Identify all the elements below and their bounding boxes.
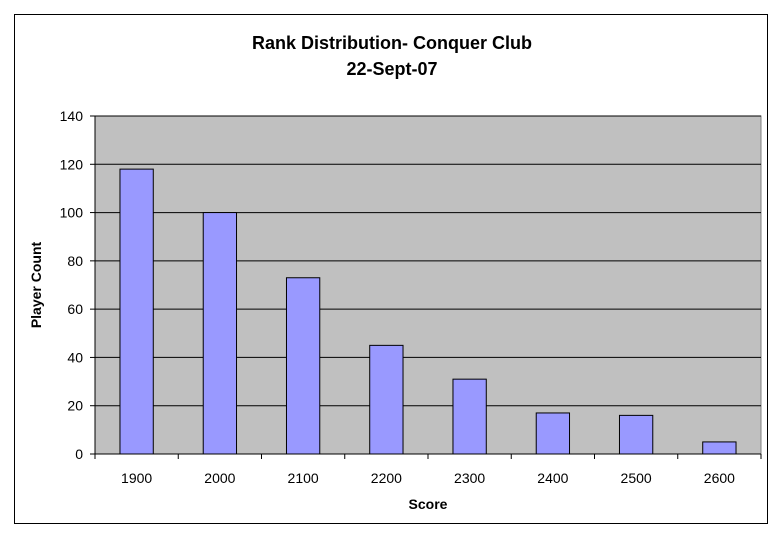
x-tick-label: 2200 (371, 470, 402, 486)
x-tick-label: 2000 (204, 470, 235, 486)
y-tick-label: 20 (67, 398, 83, 414)
x-tick-label: 2600 (704, 470, 735, 486)
plot-area: 0 20 40 60 80 100 120 140 1900 2000 2100 2200 2300 24… (60, 108, 762, 486)
x-tick-label: 2300 (454, 470, 485, 486)
bar-2600 (702, 441, 737, 455)
y-tick-label: 0 (75, 446, 83, 462)
chart-subtitle: 22-Sept-07 (346, 59, 437, 79)
plot-background (94, 115, 762, 455)
bar-2500 (618, 414, 654, 455)
bar-2100 (285, 277, 321, 455)
x-tick-label: 1900 (121, 470, 152, 486)
bar-2000 (202, 212, 238, 455)
x-tick-label: 2100 (288, 470, 319, 486)
bar-2200 (369, 344, 404, 455)
y-tick-label: 80 (67, 253, 83, 269)
y-axis-title: Player Count (28, 241, 44, 328)
x-tick-label: 2500 (621, 470, 652, 486)
bar-1900 (119, 168, 154, 455)
y-tick-label: 100 (60, 205, 84, 221)
y-tick-label: 120 (60, 156, 84, 172)
x-axis-title: Score (409, 496, 448, 512)
x-tick-label: 2400 (537, 470, 568, 486)
bar-2300 (452, 378, 487, 455)
bar-2400 (535, 412, 571, 455)
y-tick-label: 40 (67, 349, 83, 365)
y-tick-label: 60 (67, 301, 83, 317)
y-tick-label: 140 (60, 108, 84, 124)
chart-title: Rank Distribution- Conquer Club (252, 33, 532, 53)
